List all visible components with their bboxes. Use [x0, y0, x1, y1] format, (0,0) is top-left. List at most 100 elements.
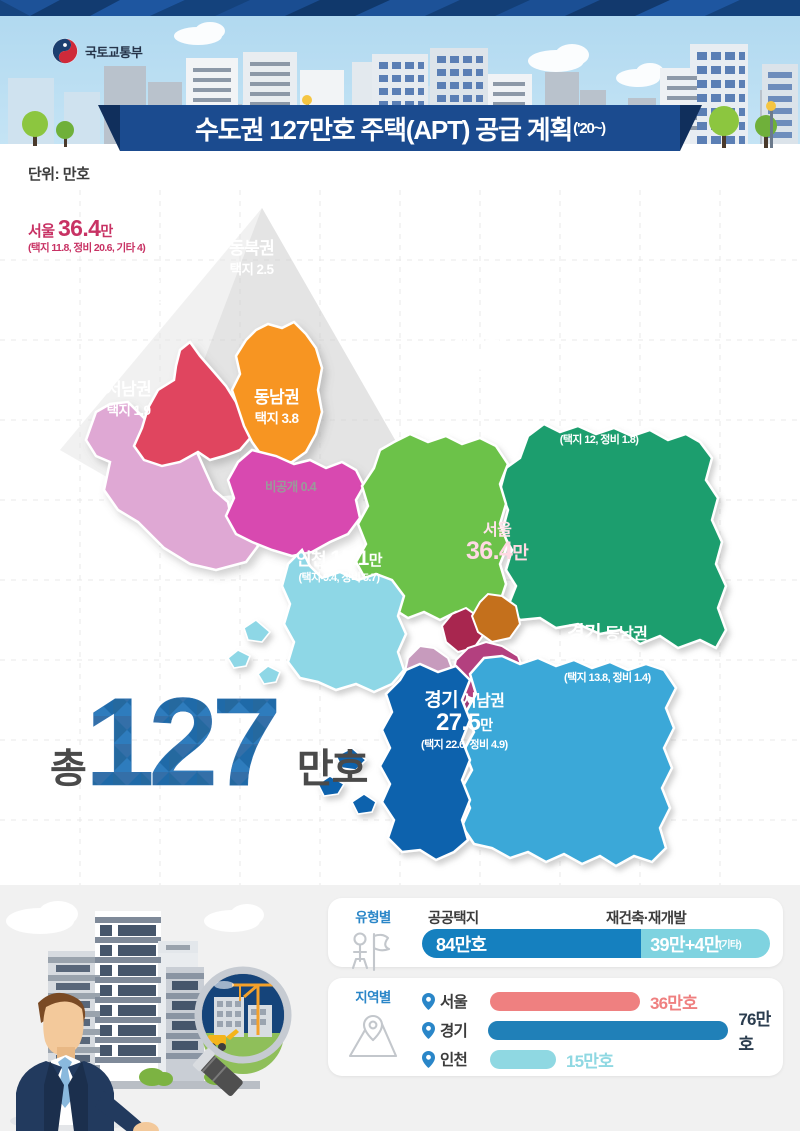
region-bar-incheon [490, 1049, 556, 1069]
total-suffix: 만호 [296, 747, 369, 791]
region-card-label: 지역별 [355, 990, 391, 1005]
total-number-graphic: 127 127 [84, 688, 283, 800]
location-pin-icon [422, 1021, 435, 1039]
seoul-dongbuk-name: 동북권 [229, 239, 275, 258]
incheon-detail: (택지 9.4, 정비 5.7) [298, 571, 380, 584]
capital-region-map-shapes [226, 422, 728, 868]
gyeonggi-dongbuk-region[interactable] [498, 422, 728, 650]
incheon-islands [226, 618, 282, 685]
seoul-dongbuk-region[interactable] [230, 320, 324, 466]
region-bar-seoul [490, 991, 640, 1011]
seoul-seonam-value: 택지 1.9 [106, 403, 151, 419]
gyeonggi-seobuk-detail: (택지 14.7, 정비 4.2) [430, 379, 517, 392]
seoul-map-label: 서울 36.4만 [466, 522, 529, 565]
seoul-dongnam-name: 동남권 [254, 388, 300, 407]
location-pin-icon [422, 1050, 435, 1068]
region-name-incheon: 인천 [440, 1052, 468, 1069]
region-value-seoul: 36만호 [650, 993, 698, 1013]
type-segment-public[interactable]: 84만호 [422, 929, 642, 958]
incheon-region[interactable] [280, 547, 408, 694]
seoul-callout-name: 서울 [28, 223, 55, 240]
map-panel: 단위: 만호 [0, 150, 800, 885]
gyeonggi-dongbuk-prefix: 경기 [559, 385, 593, 406]
gyeonggi-seobuk-name: 서북권 [470, 333, 514, 350]
region-value-incheon: 15만호 [566, 1051, 614, 1071]
gyeonggi-seonam-prefix: 경기 [424, 690, 459, 711]
page-title-sub: ('20~) [573, 119, 606, 137]
gyeonggi-seobuk-value: 18.9 [444, 349, 490, 377]
seoul-dongnam-value: 택지 3.8 [254, 411, 299, 427]
undisclosed-label: 비공개 0.4 [265, 480, 317, 494]
gyeonggi-seobuk-prefix: 경기 [433, 330, 468, 351]
gyeonggi-dongbuk-detail: (택지 12, 정비 1.8) [559, 434, 639, 447]
seoul-seobuk-value: 택지 3.3 [120, 295, 164, 311]
seoul-seonam-name: 서남권 [106, 380, 152, 399]
seoul-map-name: 서울 [482, 522, 512, 539]
bottom-panel: 유형별 공공택지 재건축·재개발 84만호 [0, 885, 800, 1131]
gyeonggi-dongnam-value: 15.2 [578, 642, 624, 670]
seoul-seobuk-name: 서북권 [120, 275, 164, 293]
seoul-seonam-label: 서남권 택지 1.9 [106, 380, 152, 419]
seoul-callout-detail: (택지 11.8, 정비 20.6, 기타 4) [28, 241, 146, 254]
gyeonggi-seonam-region[interactable] [378, 662, 472, 862]
magnifier-construction-icon [192, 966, 292, 1096]
seoul-ne-patch [470, 592, 522, 644]
seoul-callout-value: 36.4 [57, 215, 101, 241]
top-facet-band [0, 0, 800, 16]
region-row-incheon[interactable]: 인천 15만호 [422, 1048, 614, 1071]
gyeonggi-dongbuk-unit: 만 [615, 412, 628, 429]
incheon-label: 인천 15.1만 (택지 9.4, 정비 5.7) [296, 547, 383, 584]
total-prefix: 총 [50, 747, 87, 791]
gyeonggi-dongbuk-label: 경기 동북권 13.8만 (택지 12, 정비 1.8) [559, 385, 640, 447]
gyeonggi-seonam-name: 서남권 [461, 693, 505, 710]
type-card-label: 유형별 [355, 910, 391, 925]
seoul-seobuk-region[interactable] [132, 340, 254, 468]
region-name-gyeonggi: 경기 [440, 1023, 468, 1040]
gyeonggi-seonam-value: 27.5 [435, 709, 481, 737]
region-row-seoul[interactable]: 서울 36만호 [422, 990, 698, 1013]
seoul-dongnam-region[interactable] [224, 448, 366, 558]
region-name-seoul: 서울 [440, 994, 468, 1011]
region-card-side: 지역별 [336, 986, 410, 1065]
map-pin-icon [348, 1014, 398, 1058]
region-row-gyeonggi[interactable]: 경기 76만호 [422, 1010, 783, 1054]
type-stacked-bar: 84만호 39만+4만 (기타) [422, 929, 770, 958]
gyeonggi-seobuk-unit: 만 [489, 357, 502, 374]
businessman-illustration [10, 992, 159, 1131]
gyeonggi-dongnam-unit: 만 [623, 650, 636, 667]
type-breakdown-card: 유형별 공공택지 재건축·재개발 84만호 [328, 898, 783, 972]
page-title-main: 수도권 127만호 주택(APT) 공급 계획 [195, 114, 573, 145]
unit-label: 단위: 만호 [28, 166, 90, 183]
gyeonggi-dongnam-region[interactable] [460, 654, 678, 868]
seoul-map-unit: 만 [512, 542, 529, 563]
seoul-dongbuk-label: 동북권 택지 2.5 [229, 239, 275, 278]
type-segment-redev-note: (기타) [718, 940, 742, 951]
gyeonggi-seonam-detail: (택지 22.6, 정비 4.9) [421, 739, 508, 752]
gyeonggi-dongnam-detail: (택지 13.8, 정비 1.4) [564, 672, 651, 685]
gyeonggi-dongnam-prefix: 경기 [567, 623, 602, 644]
seoul-dongbuk-value: 택지 2.5 [229, 262, 274, 278]
tree-icon [22, 111, 74, 147]
type-header-redev: 재건축·재개발 [606, 911, 687, 927]
gyeonggi-dongnam-name: 동남권 [604, 626, 648, 643]
taegeuk-logo-icon [52, 38, 78, 64]
type-segment-redev[interactable]: 39만+4만 (기타) [641, 929, 770, 958]
type-segment-public-label: 84만호 [436, 934, 487, 955]
seoul-detail-map [84, 320, 366, 572]
page-title: 수도권 127만호 주택(APT) 공급 계획 ('20~) [98, 105, 702, 151]
seoul-callout: 서울 36.4만 (택지 11.8, 정비 20.6, 기타 4) [28, 215, 146, 255]
person-flag-icon [351, 932, 391, 972]
seoul-dongnam-label: 동남권 택지 3.8 [254, 388, 300, 427]
type-header-public: 공공택지 [428, 911, 479, 927]
incheon-value: 15.1 [330, 547, 369, 570]
gyeonggi-seobuk-label: 경기 서북권 18.9만 (택지 14.7, 정비 4.2) [430, 330, 517, 391]
incheon-unit: 만 [368, 552, 383, 569]
gyeonggi-seonam-unit: 만 [480, 717, 493, 734]
ribbon-body [120, 105, 680, 151]
ministry-name: 국토교통부 [85, 44, 143, 60]
gyeonggi-dongnam-label: 경기 동남권 15.2만 (택지 13.8, 정비 1.4) [564, 623, 651, 684]
incheon-name: 인천 [296, 550, 327, 569]
region-bar-gyeonggi [487, 1020, 729, 1040]
ministry-logo: 국토교통부 [52, 38, 143, 64]
